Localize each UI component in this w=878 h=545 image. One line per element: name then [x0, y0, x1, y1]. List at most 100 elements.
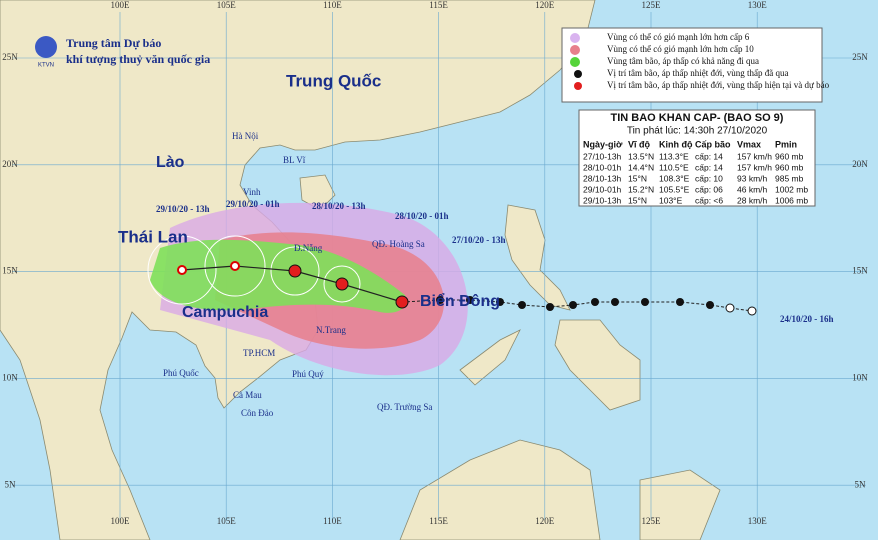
table-cell: 14.4°N [628, 162, 654, 172]
table-cell: 15°N [628, 173, 647, 183]
table-cell: cấp: 06 [695, 184, 723, 194]
place-label: QĐ. Hoàng Sa [372, 239, 425, 249]
track-time-label: 24/10/20 - 16h [780, 314, 834, 324]
track-time-label: 29/10/20 - 01h [226, 199, 280, 209]
table-header: Pmin [775, 139, 797, 149]
country-label: Trung Quốc [286, 71, 381, 90]
country-label: Thái Lan [118, 227, 188, 246]
table-cell: 46 km/h [737, 184, 768, 194]
longitude-label: 100E [111, 516, 131, 526]
bulletin-issued: Tin phát lúc: 14:30h 27/10/2020 [627, 126, 768, 137]
place-label: TP.HCM [243, 348, 275, 358]
table-cell: 157 km/h [737, 151, 772, 161]
longitude-label: 130E [748, 516, 768, 526]
latitude-label: 15N [2, 266, 18, 276]
table-cell: 105.5°E [659, 184, 690, 194]
longitude-label: 105E [217, 0, 237, 10]
latitude-label: 15N [852, 266, 868, 276]
table-cell: 108.3°E [659, 173, 690, 183]
latitude-label: 5N [855, 479, 867, 489]
table-cell: cấp: 14 [695, 162, 723, 172]
country-label: Biển Đông [420, 292, 500, 310]
table-cell: cấp: 14 [695, 151, 723, 161]
legend-entry: Vị trí tâm bão, áp thấp nhiệt đới, vùng … [607, 80, 830, 90]
table-cell: 28/10-13h [583, 173, 622, 183]
table-header: Vmax [737, 139, 761, 149]
table-cell: 29/10-01h [583, 184, 622, 194]
bulletin-title: TIN BAO KHAN CAP- (BAO SO 9) [611, 112, 784, 124]
latitude-label: 25N [852, 52, 868, 62]
place-label: Hà Nội [232, 131, 259, 141]
table-cell: 28/10-01h [583, 162, 622, 172]
table-cell: 13.5°N [628, 151, 654, 161]
latitude-label: 20N [852, 159, 868, 169]
table-cell: 1006 mb [775, 195, 808, 205]
track-time-label: 29/10/20 - 13h [156, 204, 210, 214]
agency-name: Trung tâm Dự báo [66, 36, 161, 50]
longitude-label: 120E [535, 0, 555, 10]
longitude-label: 120E [535, 516, 555, 526]
table-cell: 985 mb [775, 173, 804, 183]
country-label: Lào [156, 154, 185, 171]
longitude-label: 105E [217, 516, 237, 526]
bulletin-box [578, 109, 816, 207]
place-label: N.Trang [316, 325, 346, 335]
latitude-label: 10N [852, 372, 868, 382]
place-label: Phú Quốc [163, 368, 199, 378]
legend-entry: Vùng tâm bão, áp thấp có khả năng đi qua [607, 56, 759, 66]
table-cell: cấp: <6 [695, 195, 723, 205]
track-time-label: 28/10/20 - 13h [312, 201, 366, 211]
latitude-label: 10N [2, 372, 18, 382]
place-label: Côn Đảo [241, 408, 274, 418]
place-label: Vinh [243, 187, 261, 197]
longitude-label: 125E [642, 516, 662, 526]
table-cell: 29/10-13h [583, 195, 622, 205]
table-header: Vĩ độ [628, 139, 651, 149]
latitude-label: 5N [5, 479, 17, 489]
table-cell: 113.3°E [659, 151, 689, 161]
legend-swatches [570, 33, 582, 90]
table-header: Kinh độ [659, 139, 693, 149]
table-cell: 1002 mb [775, 184, 808, 194]
table-header: Ngày-giờ [583, 139, 623, 149]
legend-entry: Vùng có thể có gió mạnh lớn hơn cấp 6 [607, 32, 750, 42]
table-cell: 93 km/h [737, 173, 768, 183]
longitude-label: 110E [323, 0, 342, 10]
past-positions [436, 296, 757, 316]
track-time-label: 28/10/20 - 01h [395, 211, 449, 221]
latitude-label: 25N [2, 52, 18, 62]
forecast-positions [177, 261, 409, 309]
latitude-label: 20N [2, 159, 18, 169]
country-label: Campuchia [182, 304, 268, 321]
place-label: Phú Quý [292, 369, 324, 379]
table-cell: 103°E [659, 195, 683, 205]
longitude-label: 130E [748, 0, 768, 10]
table-cell: 28 km/h [737, 195, 768, 205]
legend-entry: Vùng có thể có gió mạnh lớn hơn cấp 10 [607, 44, 754, 54]
table-cell: 15.2°N [628, 184, 654, 194]
radius-circles [147, 235, 361, 305]
place-label: BL Vĩ [283, 155, 306, 165]
longitude-label: 110E [323, 516, 342, 526]
logo-text: KTVN [38, 63, 54, 69]
table-cell: cấp: 10 [695, 173, 723, 183]
logo: KTVN [35, 36, 57, 69]
place-label: Cà Mau [233, 390, 262, 400]
longitude-label: 100E [111, 0, 131, 10]
table-cell: 960 mb [775, 162, 804, 172]
table-cell: 110.5°E [659, 162, 689, 172]
table-cell: 960 mb [775, 151, 804, 161]
table-header: Cấp bão [695, 139, 731, 149]
legend-box [561, 27, 823, 103]
longitude-label: 115E [429, 0, 448, 10]
legend-entry: Vị trí tâm bão, áp thấp nhiệt đới, vùng … [607, 68, 788, 78]
past-track [401, 299, 753, 312]
place-label: Đ.Nẵng [294, 243, 323, 253]
agency-name: khí tượng thuỷ văn quốc gia [66, 52, 210, 66]
longitude-label: 125E [642, 0, 662, 10]
table-cell: 15°N [628, 195, 647, 205]
track-time-label: 27/10/20 - 13h [452, 235, 506, 245]
place-label: QĐ. Trường Sa [377, 402, 432, 412]
longitude-label: 115E [429, 516, 448, 526]
